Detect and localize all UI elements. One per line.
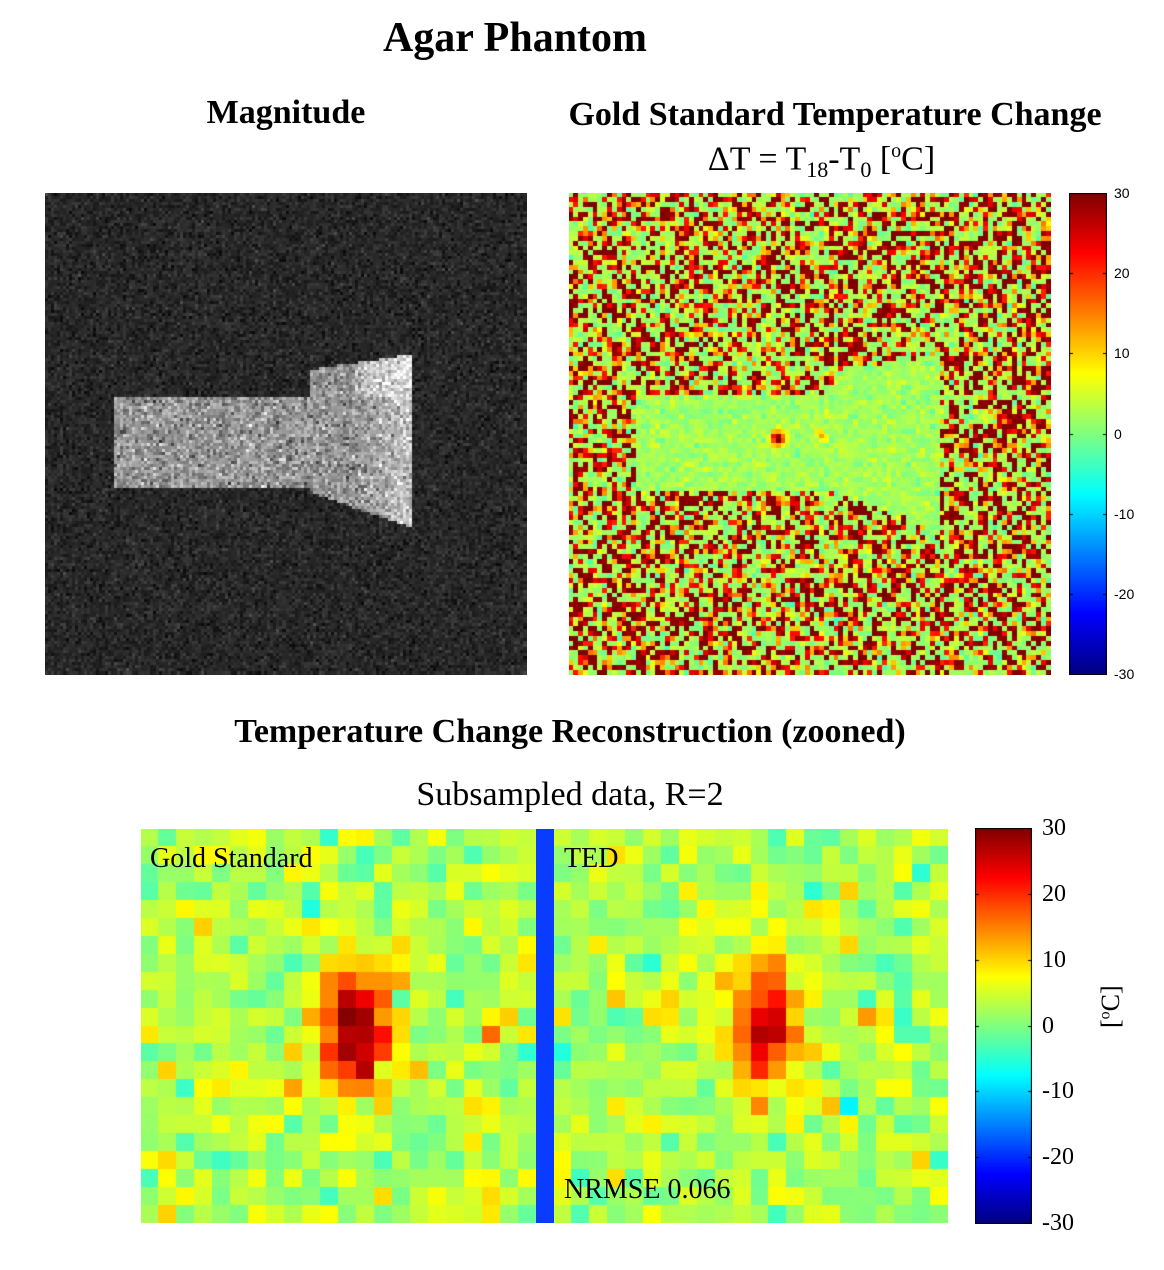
colorbar-tick-label: -20	[1114, 585, 1135, 602]
colorbar-tick-label: 20	[1114, 265, 1130, 282]
colorbar-tick-label: 0	[1042, 1012, 1054, 1039]
reconstruction-title: Temperature Change Reconstruction (zoone…	[234, 713, 906, 750]
reconstruction-colorbar	[975, 828, 1032, 1224]
zoomed-gold-standard-map	[141, 829, 536, 1223]
gold-standard-temperature-map	[569, 193, 1051, 675]
gold-standard-title: Gold Standard Temperature Change	[568, 96, 1102, 133]
colorbar-tick-label: 20	[1042, 880, 1066, 907]
colorbar-tick-label: 10	[1042, 946, 1066, 973]
zoomed-ted-map	[554, 829, 948, 1223]
ted-label: TED	[564, 843, 619, 874]
gold-standard-label: Gold Standard	[150, 843, 313, 874]
colorbar-tick-label: -10	[1114, 505, 1135, 522]
colorbar-tick-label: 30	[1114, 185, 1130, 201]
colorbar-tick-label: 10	[1114, 345, 1130, 362]
colorbar-tick-label: -10	[1042, 1078, 1074, 1105]
colorbar-tick-label: -20	[1042, 1144, 1074, 1171]
panel-divider	[536, 829, 554, 1223]
colorbar-tick-label: 0	[1114, 425, 1122, 442]
magnitude-image	[45, 193, 527, 675]
colorbar-unit-label: [oC]	[1096, 985, 1125, 1028]
figure-title: Agar Phantom	[382, 15, 648, 61]
reconstruction-subtitle: Subsampled data, R=2	[416, 776, 724, 813]
colorbar-tick-label: -30	[1042, 1210, 1074, 1236]
gold-standard-formula: ΔT = T18-T0 [oC]	[707, 140, 936, 183]
gold-standard-colorbar	[1069, 193, 1107, 675]
nrmse-label: NRMSE 0.066	[564, 1174, 731, 1205]
colorbar-tick-label: -30	[1114, 666, 1135, 682]
magnitude-title: Magnitude	[206, 94, 366, 131]
colorbar-tick-label: 30	[1042, 815, 1066, 841]
